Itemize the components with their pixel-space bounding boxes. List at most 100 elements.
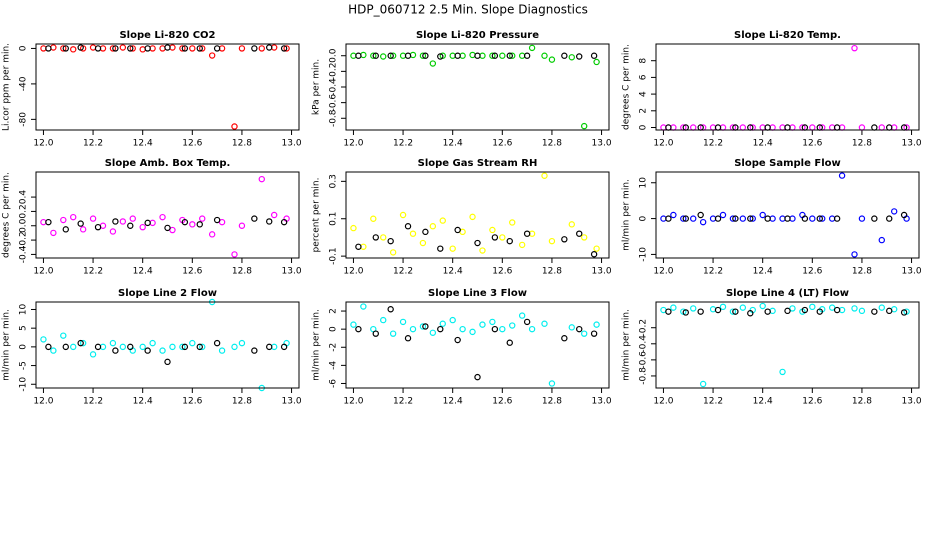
x-tick-label: 12.2 — [393, 267, 413, 277]
point — [779, 368, 786, 376]
y-tick-label: -80 — [19, 112, 29, 127]
point — [179, 45, 186, 52]
y-tick-label: 0 — [639, 124, 649, 130]
point — [70, 343, 77, 351]
point — [541, 320, 548, 327]
point — [266, 343, 273, 351]
point — [422, 323, 429, 330]
point — [548, 56, 556, 63]
y-tick-label: 0.0 — [19, 218, 29, 233]
y-axis-label: ml/min per min. — [312, 309, 322, 381]
point — [576, 53, 583, 60]
point — [871, 308, 878, 315]
x-tick-label: 13.0 — [592, 397, 612, 407]
y-tick-label: 10 — [19, 303, 29, 315]
x-tick-label: 12.0 — [343, 139, 363, 149]
point — [491, 234, 499, 241]
point — [208, 231, 216, 238]
x-tick-label: 12.2 — [703, 267, 723, 277]
point — [506, 237, 513, 245]
plot-frame — [655, 171, 920, 259]
y-tick-label: 2 — [639, 108, 649, 114]
point — [568, 221, 575, 228]
point — [399, 318, 407, 326]
point — [499, 234, 506, 241]
x-tick-label: 13.0 — [282, 139, 302, 149]
x-tick-label: 12.6 — [802, 139, 822, 149]
point — [196, 343, 203, 351]
point — [94, 45, 102, 52]
x-tick-label: 13.0 — [282, 267, 302, 277]
point — [251, 45, 258, 52]
x-tick-label: 12.4 — [753, 397, 773, 407]
y-tick-label: -4 — [329, 361, 339, 370]
point — [181, 218, 189, 226]
plot-frame — [35, 171, 300, 259]
point — [449, 245, 456, 252]
panel-title: Slope Gas Stream RH — [418, 158, 538, 169]
y-tick-label: 6 — [639, 74, 649, 80]
point — [164, 224, 171, 232]
point — [372, 52, 379, 59]
panel: Slope Li-820 CO2 Li.cor ppm per min. 12.0 1… — [2, 30, 302, 149]
point — [474, 52, 481, 59]
point — [719, 303, 727, 311]
point — [218, 347, 226, 354]
point — [809, 303, 816, 311]
point — [439, 217, 446, 224]
point — [759, 302, 766, 310]
point — [680, 215, 687, 222]
point — [576, 325, 583, 333]
point — [833, 306, 841, 314]
y-tick-label: 0 — [329, 326, 339, 332]
y-tick-label: 0.4 — [19, 190, 29, 205]
point — [60, 216, 67, 224]
point — [45, 218, 52, 226]
point — [528, 44, 536, 52]
point — [258, 175, 265, 183]
point — [127, 343, 134, 351]
point — [387, 52, 394, 59]
panel: Slope Line 4 (LT) Flow ml/min per min. 12.… — [622, 288, 922, 407]
point — [454, 226, 461, 234]
x-tick-label: 12.6 — [802, 267, 822, 277]
point — [523, 230, 531, 237]
point — [580, 234, 588, 241]
y-axis-label: ml/min per min. — [622, 179, 632, 251]
point — [590, 52, 598, 59]
point — [213, 216, 221, 224]
point — [129, 45, 136, 52]
point — [112, 347, 119, 354]
point — [380, 53, 387, 60]
point — [159, 347, 166, 354]
x-tick-label: 12.2 — [83, 139, 103, 149]
point — [266, 218, 273, 225]
point — [404, 52, 412, 59]
point — [129, 215, 136, 222]
point — [238, 339, 246, 347]
point — [851, 44, 858, 52]
panel-title: Slope Line 4 (LT) Flow — [726, 288, 849, 299]
x-tick-label: 12.4 — [443, 397, 463, 407]
x-tick-label: 13.0 — [592, 139, 612, 149]
point — [62, 343, 69, 351]
point — [749, 215, 756, 222]
point — [528, 325, 536, 333]
point — [437, 325, 444, 333]
point — [593, 321, 600, 328]
panel-title: Slope Amb. Box Temp. — [105, 158, 231, 169]
point — [409, 325, 417, 333]
point — [231, 343, 238, 351]
point — [593, 245, 600, 252]
y-tick-label: -0.2 — [329, 63, 339, 81]
point — [372, 234, 379, 241]
point — [139, 223, 146, 231]
point — [469, 213, 476, 221]
point — [189, 221, 196, 228]
x-tick-label: 12.4 — [443, 267, 463, 277]
panel-title: Slope Li-820 Temp. — [734, 30, 841, 41]
point — [199, 343, 206, 351]
y-tick-label: 0.0 — [329, 48, 339, 63]
point — [380, 234, 387, 241]
